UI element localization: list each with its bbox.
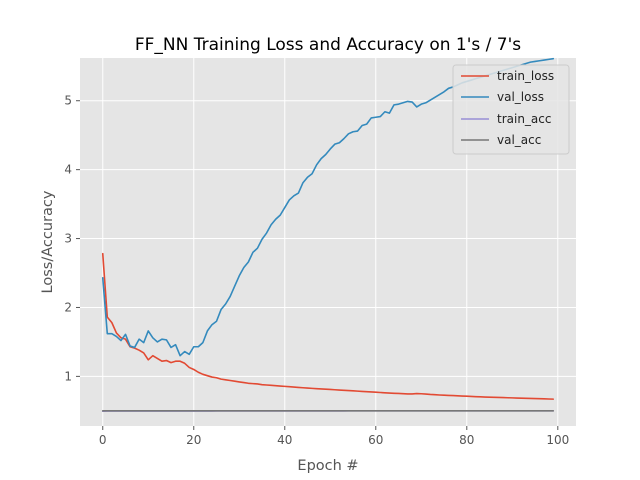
y-tick-label: 1 xyxy=(64,369,72,383)
legend-box xyxy=(452,64,570,155)
x-tick-label: 100 xyxy=(546,433,569,447)
x-tick-label: 0 xyxy=(99,433,107,447)
x-tick-label: 20 xyxy=(186,433,201,447)
x-tick-label: 80 xyxy=(459,433,474,447)
x-axis-label: Epoch # xyxy=(297,458,358,474)
legend-label-val-acc: val_acc xyxy=(497,133,541,147)
y-axis-label: Loss/Accuracy xyxy=(40,190,56,293)
x-tick-label: 60 xyxy=(368,433,383,447)
y-tick-label: 2 xyxy=(64,300,72,314)
y-tick-label: 5 xyxy=(64,94,72,108)
y-tick-label: 3 xyxy=(64,232,72,246)
x-tick-label: 40 xyxy=(277,433,292,447)
legend-label-train-acc: train_acc xyxy=(497,112,551,126)
legend-label-train-loss: train_loss xyxy=(497,69,554,83)
series-line-train-loss xyxy=(101,252,555,400)
x-axis: 0 20 40 60 80 100 xyxy=(99,426,569,447)
y-tick-label: 4 xyxy=(64,163,72,177)
legend-label-val-loss: val_loss xyxy=(497,90,544,104)
chart-title: FF_NN Training Loss and Accuracy on 1's … xyxy=(135,35,521,55)
legend: train_loss val_loss train_acc val_acc xyxy=(452,64,570,155)
y-axis: 1 2 3 4 5 xyxy=(64,94,80,383)
